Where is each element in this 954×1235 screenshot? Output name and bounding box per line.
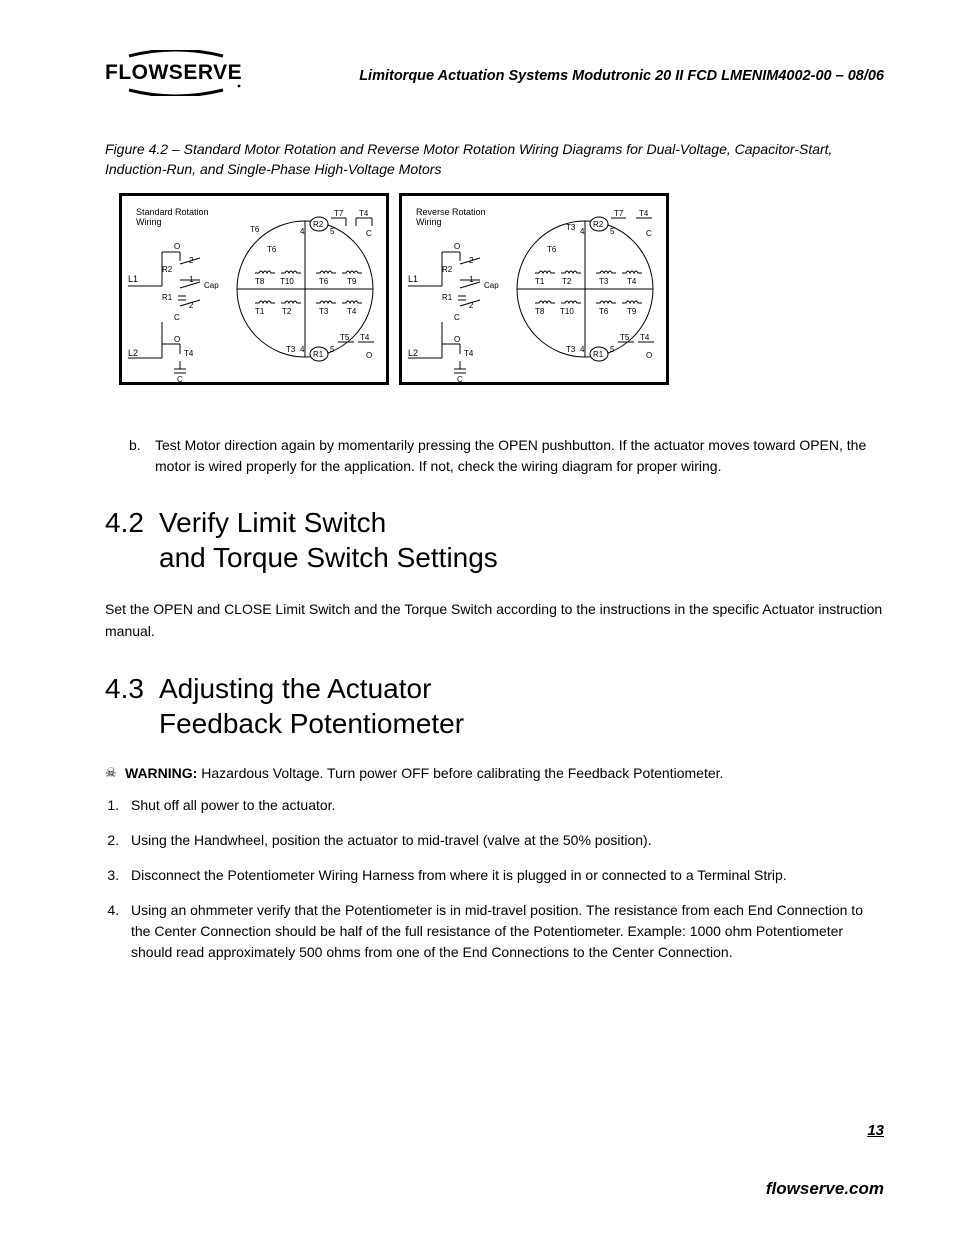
logo: FLOWSERVE (105, 50, 245, 102)
heading-number: 4.2 (105, 505, 159, 575)
svg-text:Cap: Cap (484, 281, 499, 290)
svg-text:R1: R1 (162, 293, 173, 302)
svg-text:T1: T1 (255, 307, 265, 316)
svg-text:T2: T2 (562, 277, 572, 286)
svg-text:L2: L2 (408, 348, 418, 358)
svg-text:T6: T6 (267, 245, 277, 254)
svg-text:O: O (454, 242, 460, 251)
svg-text:T4: T4 (464, 349, 474, 358)
svg-text:4: 4 (300, 227, 305, 236)
svg-text:T2: T2 (282, 307, 292, 316)
svg-text:Cap: Cap (204, 281, 219, 290)
wiring-diagrams: Standard Rotation Wiring R2 4 5 R1 4 5 T… (119, 193, 884, 385)
skull-icon: ☠ (105, 765, 125, 782)
svg-text:O: O (454, 335, 460, 344)
svg-text:4: 4 (300, 345, 305, 354)
svg-text:T3: T3 (566, 223, 576, 232)
list-item: Using an ohmmeter verify that the Potent… (123, 900, 884, 963)
list-text: Test Motor direction again by momentaril… (155, 435, 884, 477)
list-marker: b. (129, 435, 155, 477)
heading-4-3: 4.3 Adjusting the Actuator Feedback Pote… (105, 671, 884, 741)
svg-text:T9: T9 (347, 277, 357, 286)
heading-number: 4.3 (105, 671, 159, 741)
svg-text:C: C (366, 229, 372, 238)
svg-text:T4: T4 (359, 209, 369, 218)
doc-title: Limitorque Actuation Systems Modutronic … (359, 68, 884, 84)
svg-text:O: O (174, 242, 180, 251)
list-item-b: b. Test Motor direction again by momenta… (129, 435, 884, 477)
list-item: Using the Handwheel, position the actuat… (123, 830, 884, 851)
warning-label: WARNING: (125, 765, 197, 781)
svg-text:L1: L1 (408, 274, 418, 284)
svg-text:T8: T8 (535, 307, 545, 316)
svg-text:T6: T6 (250, 225, 260, 234)
svg-text:4: 4 (580, 227, 585, 236)
svg-text:R2: R2 (442, 265, 453, 274)
svg-text:L1: L1 (128, 274, 138, 284)
figure-caption: Figure 4.2 – Standard Motor Rotation and… (105, 140, 884, 179)
svg-text:L2: L2 (128, 348, 138, 358)
svg-text:5: 5 (610, 345, 615, 354)
svg-text:T9: T9 (627, 307, 637, 316)
svg-text:T3: T3 (599, 277, 609, 286)
section-4-2-body: Set the OPEN and CLOSE Limit Switch and … (105, 599, 884, 642)
svg-text:O: O (646, 351, 652, 360)
svg-text:T7: T7 (334, 209, 344, 218)
svg-text:T1: T1 (535, 277, 545, 286)
warning-body: Hazardous Voltage. Turn power OFF before… (197, 765, 723, 781)
svg-text:R1: R1 (593, 350, 604, 359)
svg-text:O: O (366, 351, 372, 360)
svg-text:C: C (174, 313, 180, 322)
heading-title: Verify Limit Switch and Torque Switch Se… (159, 505, 498, 575)
footer-url: flowserve.com (766, 1179, 884, 1199)
list-item: Disconnect the Potentiometer Wiring Harn… (123, 865, 884, 886)
svg-text:T3: T3 (566, 345, 576, 354)
diagram-reverse-rotation: Reverse Rotation Wiring R2 4 5 R1 4 5 T3… (399, 193, 669, 385)
svg-text:T6: T6 (599, 307, 609, 316)
svg-text:T6: T6 (547, 245, 557, 254)
svg-text:T3: T3 (286, 345, 296, 354)
svg-text:T5: T5 (340, 333, 350, 342)
svg-text:C: C (177, 375, 183, 382)
svg-text:R1: R1 (313, 350, 324, 359)
svg-text:R2: R2 (593, 220, 604, 229)
svg-text:5: 5 (330, 345, 335, 354)
svg-text:O: O (174, 335, 180, 344)
svg-text:T4: T4 (640, 333, 650, 342)
svg-text:4: 4 (580, 345, 585, 354)
svg-text:T4: T4 (639, 209, 649, 218)
svg-text:T4: T4 (347, 307, 357, 316)
svg-text:5: 5 (610, 227, 615, 236)
svg-text:T4: T4 (360, 333, 370, 342)
svg-text:R1: R1 (442, 293, 453, 302)
svg-text:R2: R2 (162, 265, 173, 274)
page-header: FLOWSERVE Limitorque Actuation Systems M… (105, 50, 884, 102)
svg-text:5: 5 (330, 227, 335, 236)
svg-text:T6: T6 (319, 277, 329, 286)
page-number: 13 (867, 1122, 884, 1139)
heading-4-2: 4.2 Verify Limit Switch and Torque Switc… (105, 505, 884, 575)
warning-row: ☠ WARNING: Hazardous Voltage. Turn power… (105, 765, 884, 782)
steps-list: Shut off all power to the actuator. Usin… (105, 795, 884, 963)
svg-text:T10: T10 (560, 307, 574, 316)
list-item: Shut off all power to the actuator. (123, 795, 884, 816)
svg-text:T5: T5 (620, 333, 630, 342)
svg-text:C: C (454, 313, 460, 322)
svg-text:T4: T4 (627, 277, 637, 286)
svg-text:R2: R2 (313, 220, 324, 229)
warning-text: WARNING: Hazardous Voltage. Turn power O… (125, 765, 723, 781)
svg-text:FLOWSERVE: FLOWSERVE (105, 61, 242, 84)
svg-text:T4: T4 (184, 349, 194, 358)
svg-text:T10: T10 (280, 277, 294, 286)
diagram-standard-rotation: Standard Rotation Wiring R2 4 5 R1 4 5 T… (119, 193, 389, 385)
svg-text:T7: T7 (614, 209, 624, 218)
heading-title: Adjusting the Actuator Feedback Potentio… (159, 671, 464, 741)
svg-text:T3: T3 (319, 307, 329, 316)
svg-text:C: C (646, 229, 652, 238)
svg-text:C: C (457, 375, 463, 382)
svg-text:T8: T8 (255, 277, 265, 286)
